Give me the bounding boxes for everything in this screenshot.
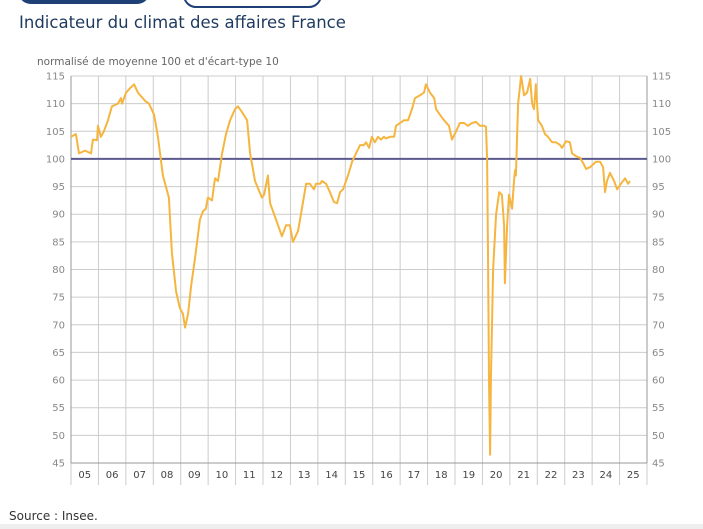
y-tick-label-right: 85	[652, 237, 665, 248]
y-tick-label-right: 110	[652, 99, 671, 110]
y-tick-label-left: 65	[52, 348, 65, 359]
y-tick-label-left: 115	[46, 72, 65, 83]
x-tick-label: 16	[380, 470, 393, 481]
source-note: Source : Insee.	[9, 509, 98, 523]
x-tick-label: 05	[78, 470, 91, 481]
y-tick-label-right: 105	[652, 127, 671, 138]
y-tick-label-right: 75	[652, 293, 665, 304]
x-tick-label: 25	[627, 470, 640, 481]
x-tick-label: 17	[407, 470, 420, 481]
x-tick-label: 22	[545, 470, 558, 481]
x-tick-label: 19	[462, 470, 475, 481]
y-tick-label-left: 45	[52, 459, 65, 470]
y-tick-label-right: 100	[652, 154, 671, 165]
x-tick-label: 12	[270, 470, 283, 481]
y-tick-label-left: 55	[52, 403, 65, 414]
x-tick-label: 18	[435, 470, 448, 481]
y-tick-label-left: 75	[52, 293, 65, 304]
y-tick-label-right: 95	[652, 182, 665, 193]
y-tick-label-right: 115	[652, 72, 671, 83]
top-button-primary[interactable]	[18, 0, 150, 4]
y-tick-label-right: 55	[652, 403, 665, 414]
y-tick-label-left: 100	[46, 154, 65, 165]
x-tick-label: 23	[572, 470, 585, 481]
x-tick-label: 20	[490, 470, 503, 481]
y-tick-label-left: 50	[52, 431, 65, 442]
y-tick-label-left: 80	[52, 265, 65, 276]
x-tick-label: 11	[243, 470, 256, 481]
x-tick-label: 09	[188, 470, 201, 481]
y-tick-label-left: 90	[52, 210, 65, 221]
y-tick-label-left: 105	[46, 127, 65, 138]
y-tick-label-left: 70	[52, 320, 65, 331]
x-tick-label: 10	[215, 470, 228, 481]
y-tick-label-right: 70	[652, 320, 665, 331]
y-tick-label-left: 85	[52, 237, 65, 248]
series-line	[70, 75, 631, 456]
y-tick-label-left: 95	[52, 182, 65, 193]
y-tick-label-left: 110	[46, 99, 65, 110]
y-tick-label-right: 60	[652, 376, 665, 387]
bottom-strip	[0, 524, 703, 529]
y-tick-label-right: 65	[652, 348, 665, 359]
y-tick-label-right: 50	[652, 431, 665, 442]
x-tick-label: 24	[599, 470, 612, 481]
chart-title: Indicateur du climat des affaires France	[19, 13, 346, 32]
y-tick-label-right: 80	[652, 265, 665, 276]
x-tick-label: 15	[353, 470, 366, 481]
y-tick-label-left: 60	[52, 376, 65, 387]
y-tick-label-right: 45	[652, 459, 665, 470]
y-tick-label-right: 90	[652, 210, 665, 221]
x-tick-label: 07	[133, 470, 146, 481]
x-tick-label: 21	[517, 470, 530, 481]
x-tick-label: 13	[298, 470, 311, 481]
x-tick-label: 08	[161, 470, 174, 481]
x-tick-label: 06	[106, 470, 119, 481]
x-tick-label: 14	[325, 470, 338, 481]
chart-subtitle: normalisé de moyenne 100 et d'écart-type…	[37, 56, 279, 68]
